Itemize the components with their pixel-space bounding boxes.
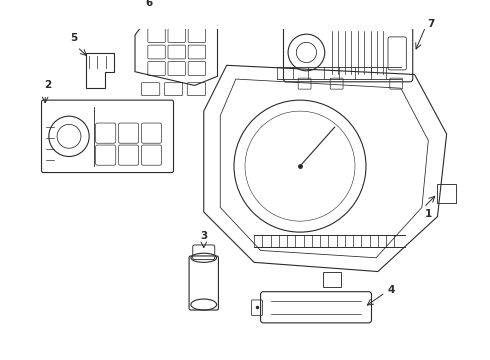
Text: 4: 4 — [388, 285, 395, 294]
Text: 1: 1 — [425, 208, 432, 219]
Text: 6: 6 — [145, 0, 152, 8]
Text: 5: 5 — [70, 32, 77, 42]
Text: 3: 3 — [200, 231, 207, 242]
Text: 2: 2 — [44, 80, 51, 90]
Text: 7: 7 — [427, 19, 435, 29]
